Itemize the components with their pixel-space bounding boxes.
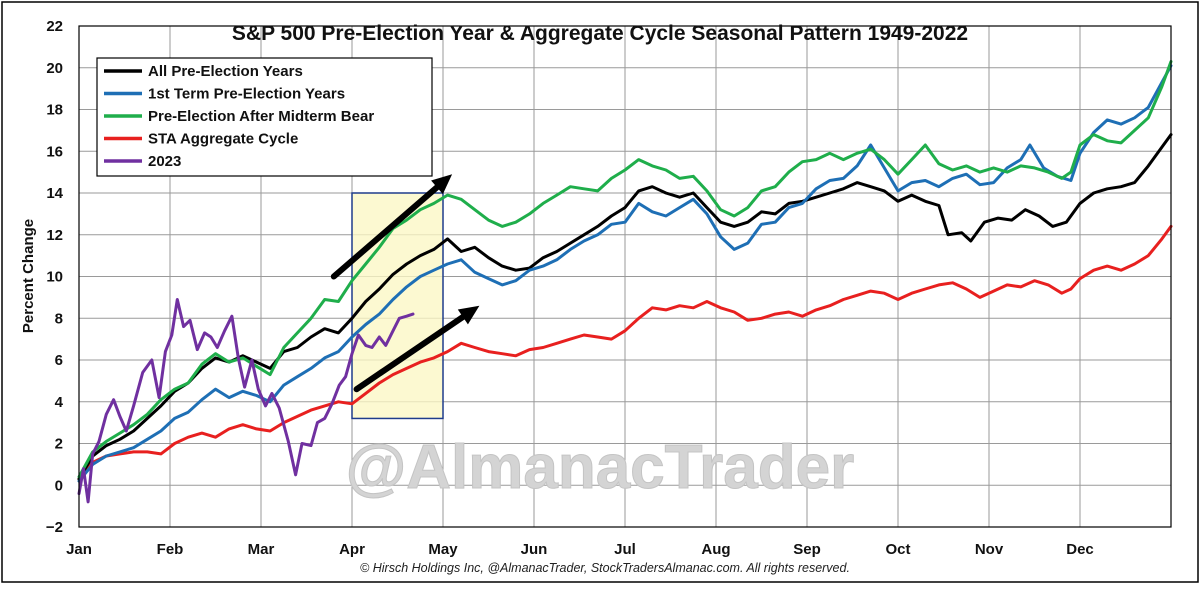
x-tick-label: Oct — [885, 541, 910, 558]
watermark: @AlmanacTrader — [346, 433, 854, 502]
x-tick-label: Aug — [701, 541, 730, 558]
plot-border — [78, 25, 1172, 528]
legend-box — [96, 57, 433, 177]
legend-label: STA Aggregate Cycle — [148, 131, 298, 148]
y-tick-label: 0 — [55, 477, 63, 494]
y-tick-label: 12 — [46, 227, 63, 244]
arrow-head — [457, 305, 480, 325]
x-tick-label: Feb — [157, 541, 184, 558]
arrow-shaft — [330, 184, 440, 280]
x-tick-label: Sep — [793, 541, 821, 558]
x-tick-label: Jun — [521, 541, 548, 558]
series-line — [77, 60, 1173, 479]
arrow-head — [431, 174, 453, 195]
y-tick-label: 10 — [46, 269, 63, 286]
y-tick-label: 4 — [55, 394, 64, 411]
x-tick-label: Dec — [1066, 541, 1094, 558]
y-tick-label: 14 — [46, 185, 63, 202]
legend: All Pre-Election Years 1st Term Pre-Elect… — [96, 57, 433, 177]
series-line — [77, 224, 1173, 481]
legend-label: Pre-Election After Midterm Bear — [148, 108, 374, 125]
legend-label: 2023 — [148, 153, 181, 170]
series-lines — [77, 60, 1173, 504]
trend-arrows — [330, 174, 480, 393]
x-tick-label: May — [428, 541, 458, 558]
y-axis-label: Percent Change — [20, 219, 37, 333]
legend-label: All Pre-Election Years — [148, 63, 303, 80]
x-tick-label: Mar — [248, 541, 275, 558]
x-tick-label: Apr — [339, 541, 365, 558]
y-axis-ticks: −2 0 2 4 6 8 10 12 14 16 18 20 22 — [46, 18, 64, 536]
series-line — [77, 133, 1173, 481]
series-line — [77, 298, 415, 504]
y-tick-label: 16 — [46, 143, 63, 160]
x-axis-ticks: Jan Feb Mar Apr May Jun Jul Aug Sep Oct Nov Dec — [66, 541, 1094, 558]
x-tick-label: Nov — [975, 541, 1004, 558]
x-tick-label: Jan — [66, 541, 92, 558]
y-tick-label: 6 — [55, 352, 63, 369]
y-tick-label: 8 — [55, 310, 63, 327]
chart-title: S&P 500 Pre-Election Year & Aggregate Cy… — [232, 22, 968, 45]
y-tick-label: 22 — [46, 18, 63, 35]
y-tick-label: −2 — [46, 519, 63, 536]
x-tick-label: Jul — [614, 541, 636, 558]
y-tick-label: 20 — [46, 60, 63, 77]
legend-label: 1st Term Pre-Election Years — [148, 86, 345, 103]
copyright-credit: © Hirsch Holdings Inc, @AlmanacTrader, S… — [360, 561, 850, 575]
arrow-shaft — [353, 313, 466, 393]
y-tick-label: 2 — [55, 436, 63, 453]
y-tick-label: 18 — [46, 102, 63, 119]
